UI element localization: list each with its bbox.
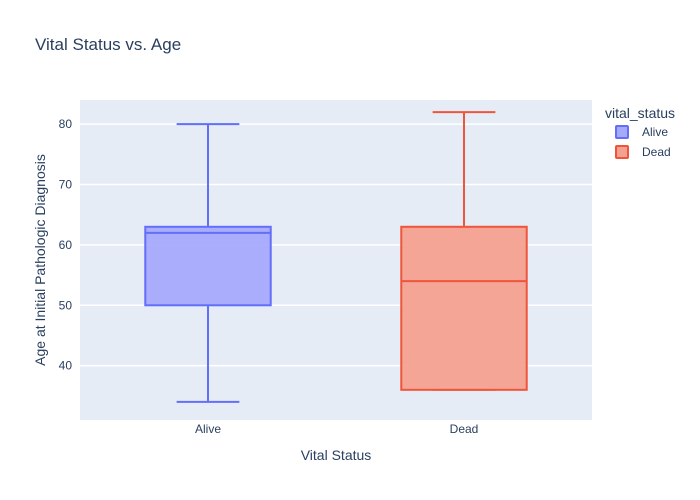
legend-item-dead[interactable]: Dead	[615, 145, 671, 159]
box-dead	[400, 111, 528, 391]
y-axis-title: Age at Initial Pathologic Diagnosis	[32, 154, 48, 366]
legend-swatch	[615, 125, 629, 139]
legend[interactable]: vital_status Alive Dead	[605, 105, 675, 159]
legend-swatch	[615, 145, 629, 159]
x-tick-label: Alive	[195, 422, 221, 436]
y-tick-label: 50	[59, 298, 73, 312]
iqr-box	[400, 225, 528, 391]
legend-item-alive[interactable]: Alive	[615, 125, 668, 139]
box-alive	[144, 123, 272, 403]
legend-title: vital_status	[605, 105, 675, 121]
chart-title: Vital Status vs. Age	[35, 35, 181, 54]
x-tick-label: Dead	[450, 422, 479, 436]
y-axis-ticks: 40 50 60 70 80	[59, 117, 73, 373]
y-tick-label: 80	[59, 117, 73, 131]
iqr-box	[144, 225, 272, 307]
y-tick-label: 40	[59, 359, 73, 373]
x-axis-ticks: Alive Dead	[195, 422, 478, 436]
x-axis-title: Vital Status	[301, 447, 372, 463]
legend-label: Alive	[642, 125, 668, 139]
legend-label: Dead	[642, 145, 671, 159]
y-tick-label: 70	[59, 178, 73, 192]
y-tick-label: 60	[59, 238, 73, 252]
box-series	[144, 111, 528, 403]
